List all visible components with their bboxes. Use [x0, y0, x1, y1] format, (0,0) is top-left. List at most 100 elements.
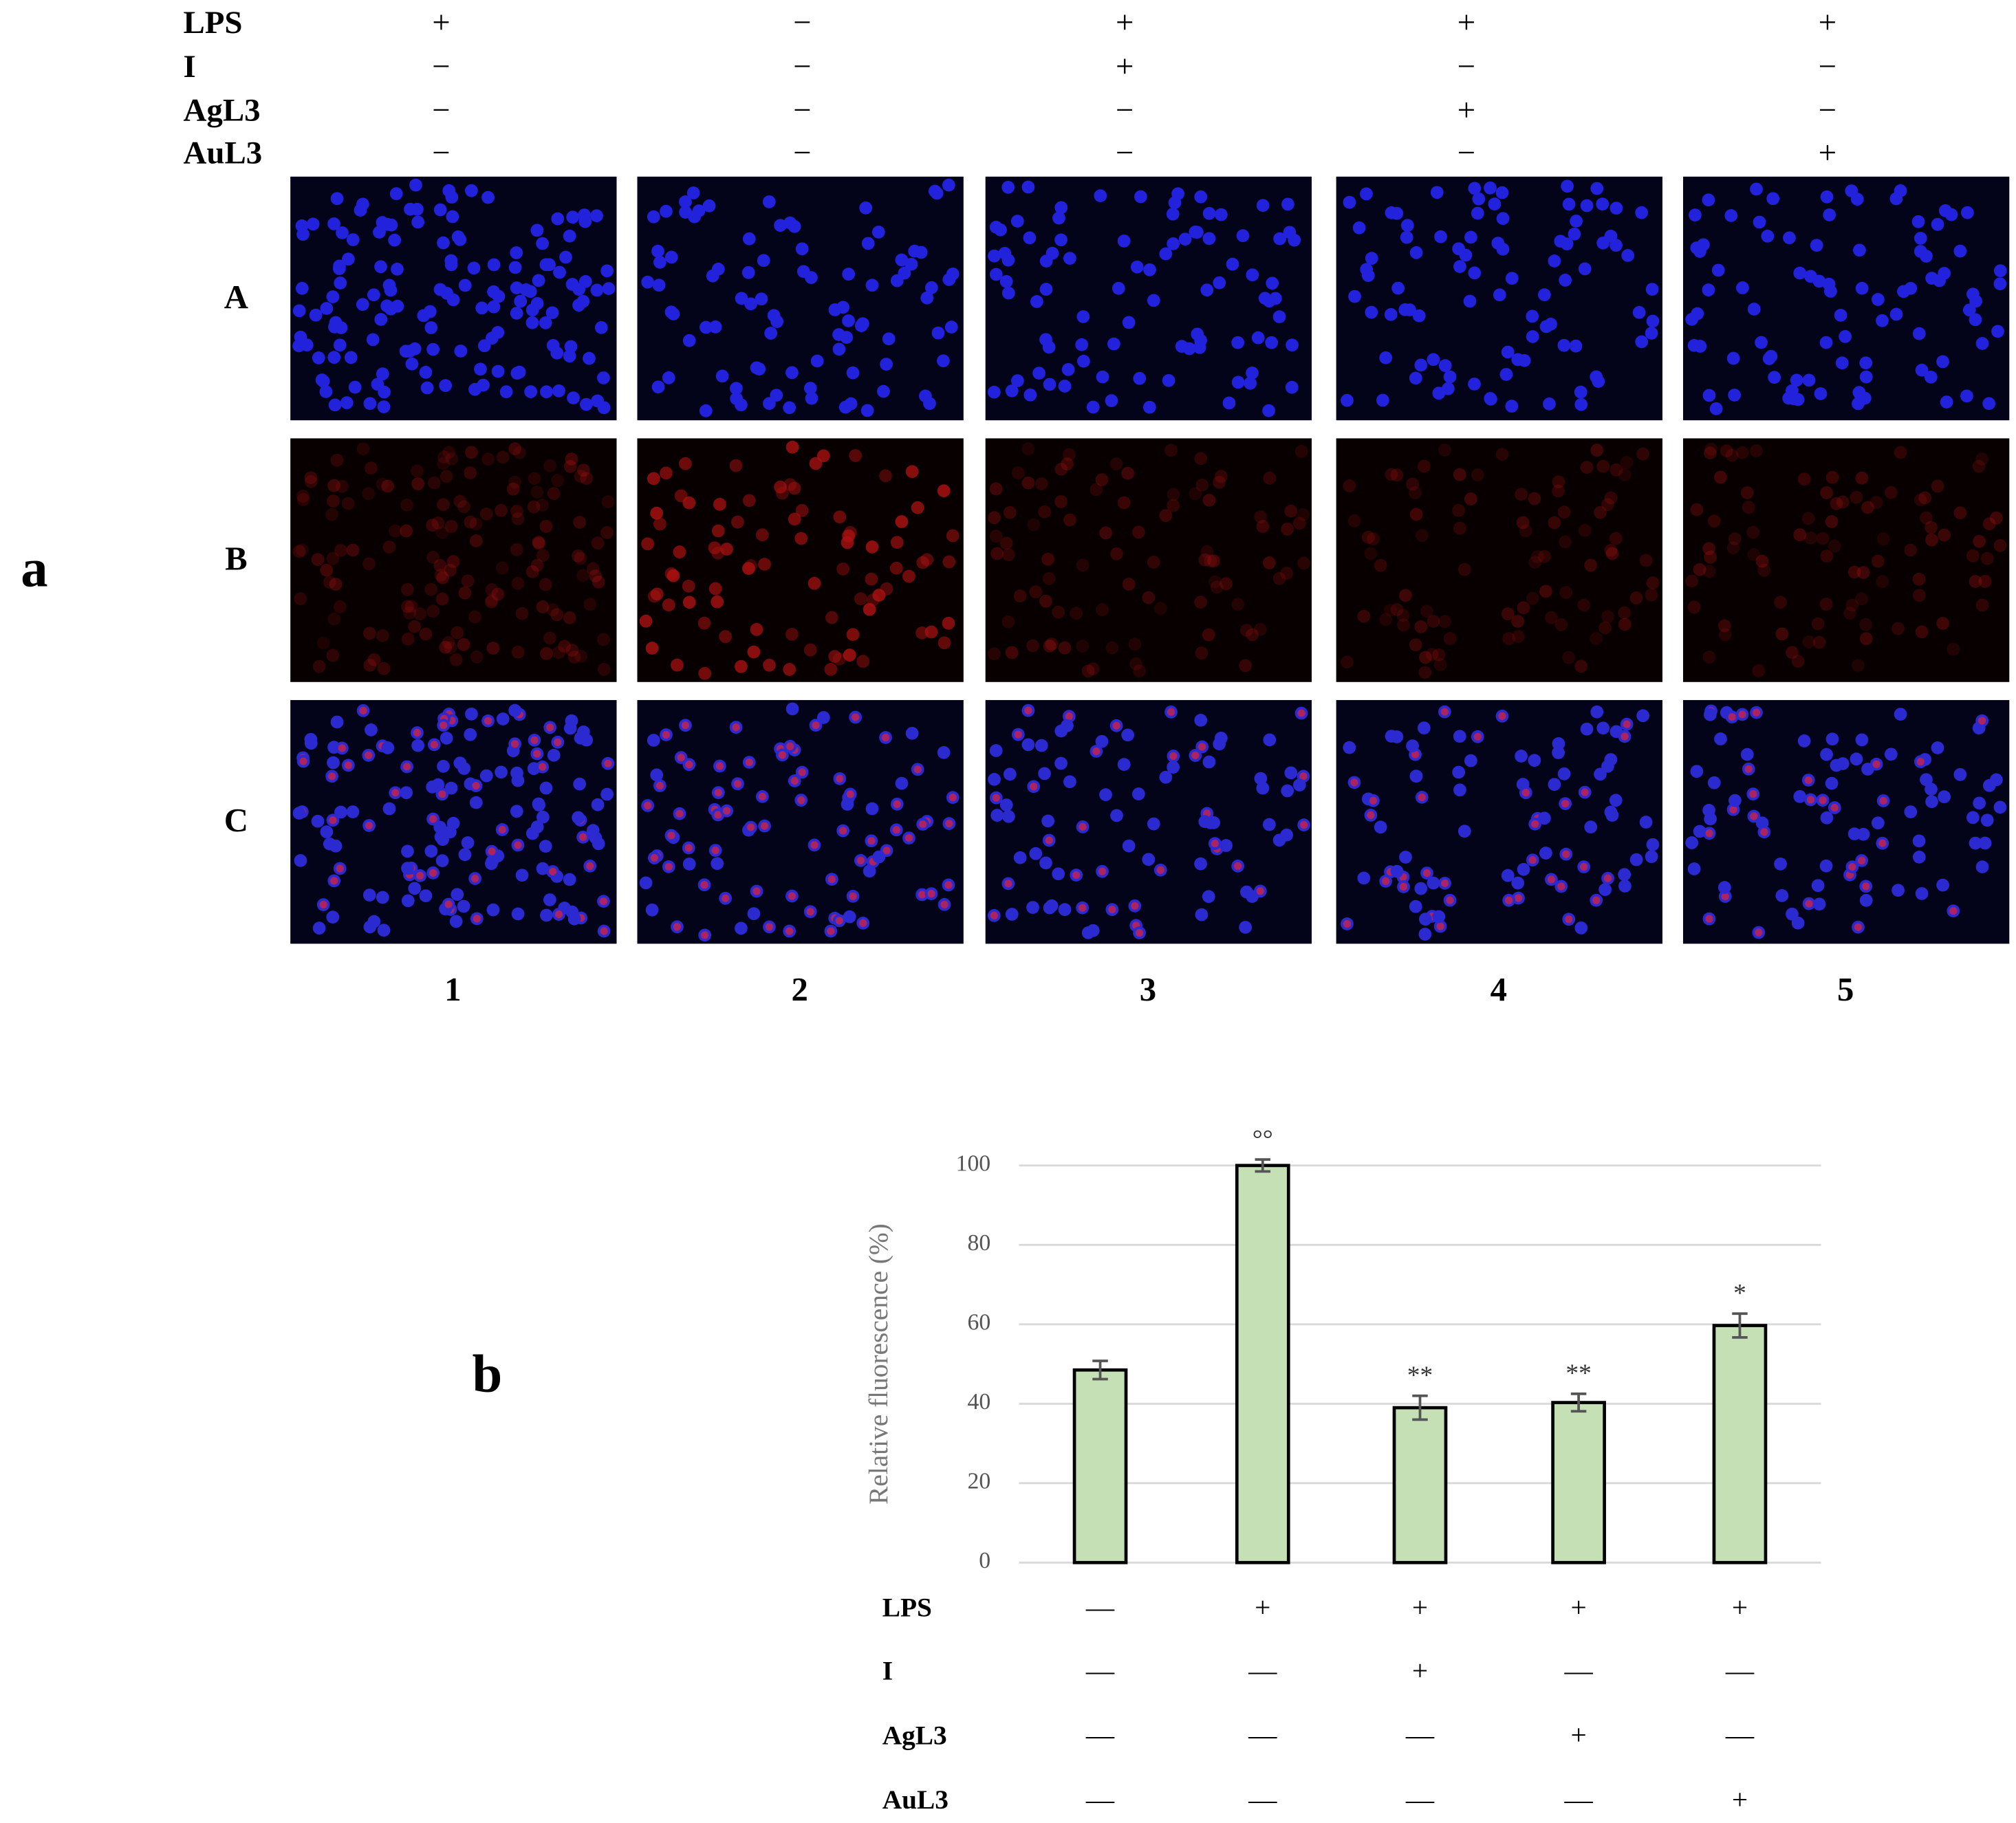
cell — [1836, 495, 1850, 509]
cell — [591, 536, 605, 549]
cell — [824, 662, 838, 676]
cell — [1463, 294, 1477, 308]
cell — [776, 486, 789, 500]
cell — [1911, 215, 1925, 228]
treatment-sign: − — [1819, 49, 1836, 85]
cell — [1562, 850, 1570, 858]
treatment-sign: + — [1116, 49, 1134, 85]
cell — [895, 515, 909, 528]
cell — [373, 226, 386, 239]
cell — [377, 400, 391, 413]
cell — [679, 206, 692, 219]
significance-label: * — [1733, 1280, 1746, 1308]
cell — [465, 446, 478, 459]
cell — [895, 253, 909, 267]
cell — [1511, 615, 1525, 628]
cell — [409, 178, 422, 192]
cell — [311, 814, 325, 828]
cell — [1975, 598, 1989, 612]
cell — [1384, 307, 1398, 321]
cell — [1960, 206, 1974, 219]
cell — [1266, 276, 1279, 290]
y-axis-label: Relative fluorescence (%) — [863, 1223, 893, 1505]
cell — [335, 479, 349, 493]
cell — [469, 534, 483, 547]
cell — [865, 802, 879, 816]
cell — [458, 586, 472, 600]
cell — [1440, 879, 1449, 888]
cell — [1775, 627, 1789, 641]
cell — [1169, 752, 1178, 761]
cell — [484, 717, 492, 725]
cell — [1774, 858, 1787, 871]
cell — [1292, 778, 1306, 792]
cell — [563, 460, 577, 473]
cell — [1079, 822, 1087, 831]
cell — [1707, 776, 1721, 789]
cell — [1709, 402, 1723, 415]
cell — [650, 853, 658, 862]
cell — [1052, 867, 1065, 881]
cell — [374, 260, 387, 274]
cell — [1360, 187, 1373, 201]
cell — [664, 250, 678, 264]
cell — [682, 858, 696, 871]
cell — [990, 911, 998, 920]
treatment-label: I — [184, 49, 196, 85]
cell — [758, 792, 766, 800]
cell — [1452, 765, 1466, 779]
treatment-sign: + — [1819, 5, 1836, 41]
cell — [1871, 816, 1885, 830]
cell — [1063, 513, 1076, 527]
treatment-label: AgL3 — [882, 1720, 947, 1750]
cell — [1239, 624, 1253, 637]
cell — [1728, 389, 1741, 402]
cell — [1515, 488, 1528, 501]
cell — [576, 294, 590, 308]
cell — [733, 780, 742, 788]
cell — [404, 600, 418, 613]
cell — [1578, 262, 1592, 276]
cell — [990, 809, 1004, 822]
cell — [1453, 730, 1466, 743]
cell — [1052, 211, 1065, 225]
cell — [532, 536, 545, 550]
cell — [1452, 504, 1466, 517]
cell — [1076, 310, 1090, 323]
cell — [511, 907, 525, 921]
cell — [491, 326, 505, 339]
cell — [527, 500, 541, 514]
cell — [1690, 765, 1704, 778]
cell — [1505, 896, 1513, 904]
cell — [1609, 463, 1623, 477]
cell — [1003, 505, 1017, 519]
cell — [543, 459, 556, 472]
cell — [1852, 659, 1865, 673]
cell — [485, 595, 498, 609]
cell — [1618, 606, 1632, 620]
cell — [1063, 252, 1076, 265]
cell — [760, 822, 769, 830]
cell — [1538, 811, 1551, 825]
cell — [1438, 615, 1451, 629]
cell — [1013, 851, 1027, 864]
cell — [1852, 397, 1865, 411]
cell — [937, 745, 951, 759]
cell — [334, 276, 347, 290]
cell — [1094, 189, 1107, 203]
cell — [1210, 580, 1224, 594]
cell — [1806, 796, 1815, 804]
cell — [1876, 532, 1890, 546]
cell — [1604, 491, 1618, 505]
cell — [1966, 549, 1980, 563]
cell — [333, 338, 347, 352]
cell — [600, 264, 614, 278]
cell — [1213, 737, 1226, 751]
cell — [508, 261, 522, 274]
cell — [1090, 483, 1103, 496]
cell — [1231, 598, 1245, 611]
cell — [530, 485, 544, 499]
cell — [735, 292, 748, 305]
cell — [851, 713, 860, 721]
cell — [1382, 877, 1390, 886]
